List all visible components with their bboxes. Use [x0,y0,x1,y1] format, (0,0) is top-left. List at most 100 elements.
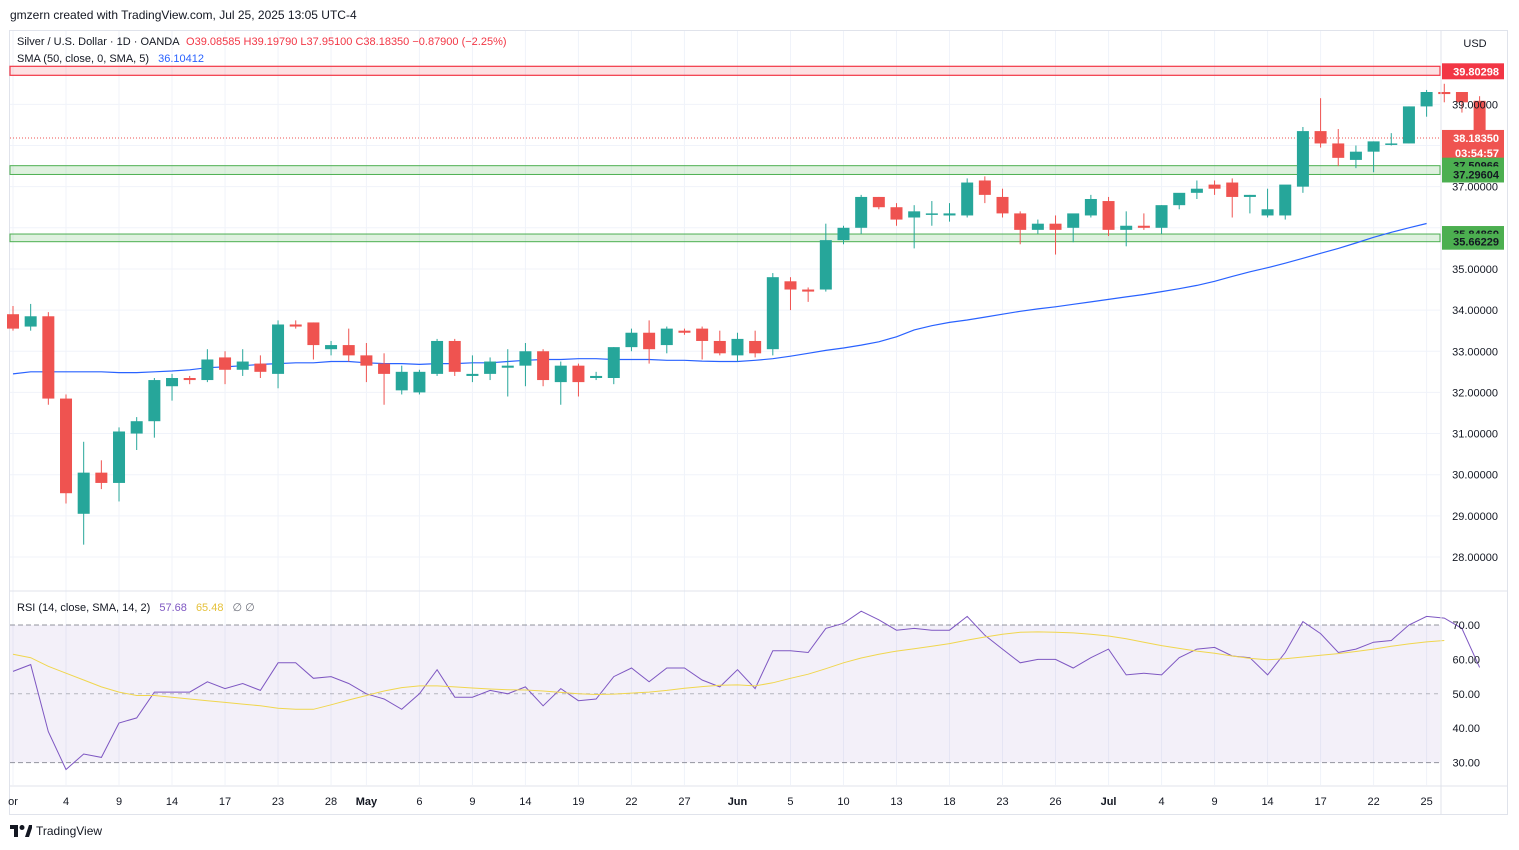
candle-body [24,316,37,327]
candle [766,273,779,356]
candle [696,326,709,360]
candle [1067,213,1080,243]
candle-body [1243,194,1256,197]
time-tick-label: or [8,796,18,808]
candle [1049,215,1062,255]
support-resistance-zones [9,65,1441,243]
price-tick-label: 32.00000 [1452,387,1498,399]
time-tick-label: 5 [787,796,793,808]
support-a-bottom-tag-bg [1442,166,1504,183]
candle [413,369,426,395]
axes: 28.00000 29.00000 30.00000 31.00000 32.00000… [8,31,1508,815]
candle [643,320,656,364]
attribution-text: gmzern created with TradingView.com, Jul… [10,8,357,22]
support-zone-lower [9,233,1441,243]
candle-body [166,377,179,387]
candle-body [1349,151,1362,160]
candle-body [501,365,514,368]
price-tick-label: 37.00000 [1452,182,1498,194]
candle [1084,194,1097,218]
symbol-legend[interactable]: Silver / U.S. Dollar · 1D · OANDA O39.08… [17,36,507,48]
candle-body [1120,225,1133,230]
candle-body [95,472,108,483]
time-tick-label: 10 [837,796,849,808]
candle [1226,178,1239,218]
currency-selector[interactable]: USD [1463,38,1487,50]
price-tick-label: 35.00000 [1452,264,1498,276]
time-tick-label: 17 [219,796,231,808]
candle-body [1402,106,1415,144]
time-tick-label: 17 [1314,796,1326,808]
sma-legend[interactable]: SMA (50, close, 0, SMA, 5) 36.10412 [17,53,204,65]
candle [60,394,73,504]
candle [1420,89,1433,117]
candle-body [784,281,797,290]
candle [1455,92,1468,113]
rsi-lines [12,610,1481,771]
candle-body [713,340,726,354]
time-tick-label: 23 [996,796,1008,808]
candle-body [890,207,903,220]
candle [537,349,550,387]
candle [1137,213,1150,230]
candle-body [130,421,143,434]
candle [201,349,214,383]
candle-body [1367,141,1380,152]
candle [731,332,744,362]
tradingview-footer[interactable]: TradingView [10,824,102,838]
candles [7,83,1486,545]
candle-body [448,340,461,372]
candle [289,320,302,329]
candle-body [1102,201,1115,230]
time-tick-label: 4 [1158,796,1164,808]
candle-body [1438,92,1451,95]
candle [501,349,514,397]
candle [660,326,673,354]
candle-body [1084,198,1097,216]
candle [448,338,461,376]
candle [1014,211,1027,245]
candle-body [325,345,338,350]
candle-body [519,351,532,366]
candle-body [1031,223,1044,230]
candle [466,355,479,383]
rsi-tick-label: 50.00 [1452,689,1480,701]
time-tick-label: Jun [728,796,748,808]
candle [749,330,762,358]
candle-body [1296,131,1309,187]
time-tick-label: May [356,796,378,808]
candle [1155,205,1168,234]
candle-body [1332,143,1345,158]
candle [307,322,320,360]
rsi-ma-value: 65.48 [195,602,224,614]
rsi-legend[interactable]: RSI (14, close, SMA, 14, 2) 57.68 65.48 … [17,601,255,614]
candle-body [1473,100,1486,138]
candle [236,349,249,376]
time-tick-label: 14 [1261,796,1273,808]
candle [360,343,373,383]
candle [1349,145,1362,169]
candle-body [1420,92,1433,107]
candle [24,303,37,331]
candle [590,371,603,381]
candle-body [113,431,126,483]
rsi-value: 57.68 [159,602,187,614]
support-zone-upper [9,165,1441,175]
candle [519,343,532,387]
candle [802,287,815,302]
candle [378,353,391,405]
candle-body [925,213,938,215]
candle [130,417,143,451]
price-tick-label: 33.00000 [1452,346,1498,358]
candle-body [1261,209,1274,216]
candle-body [554,365,567,383]
candle-body [819,240,832,290]
candle [855,194,868,234]
rsi-band [10,624,1440,764]
candle [1296,126,1309,193]
candle-body [201,359,214,381]
candle [148,377,161,438]
support-b-bottom-tag-text: 35.66229 [1453,237,1499,249]
candle [1120,211,1133,247]
